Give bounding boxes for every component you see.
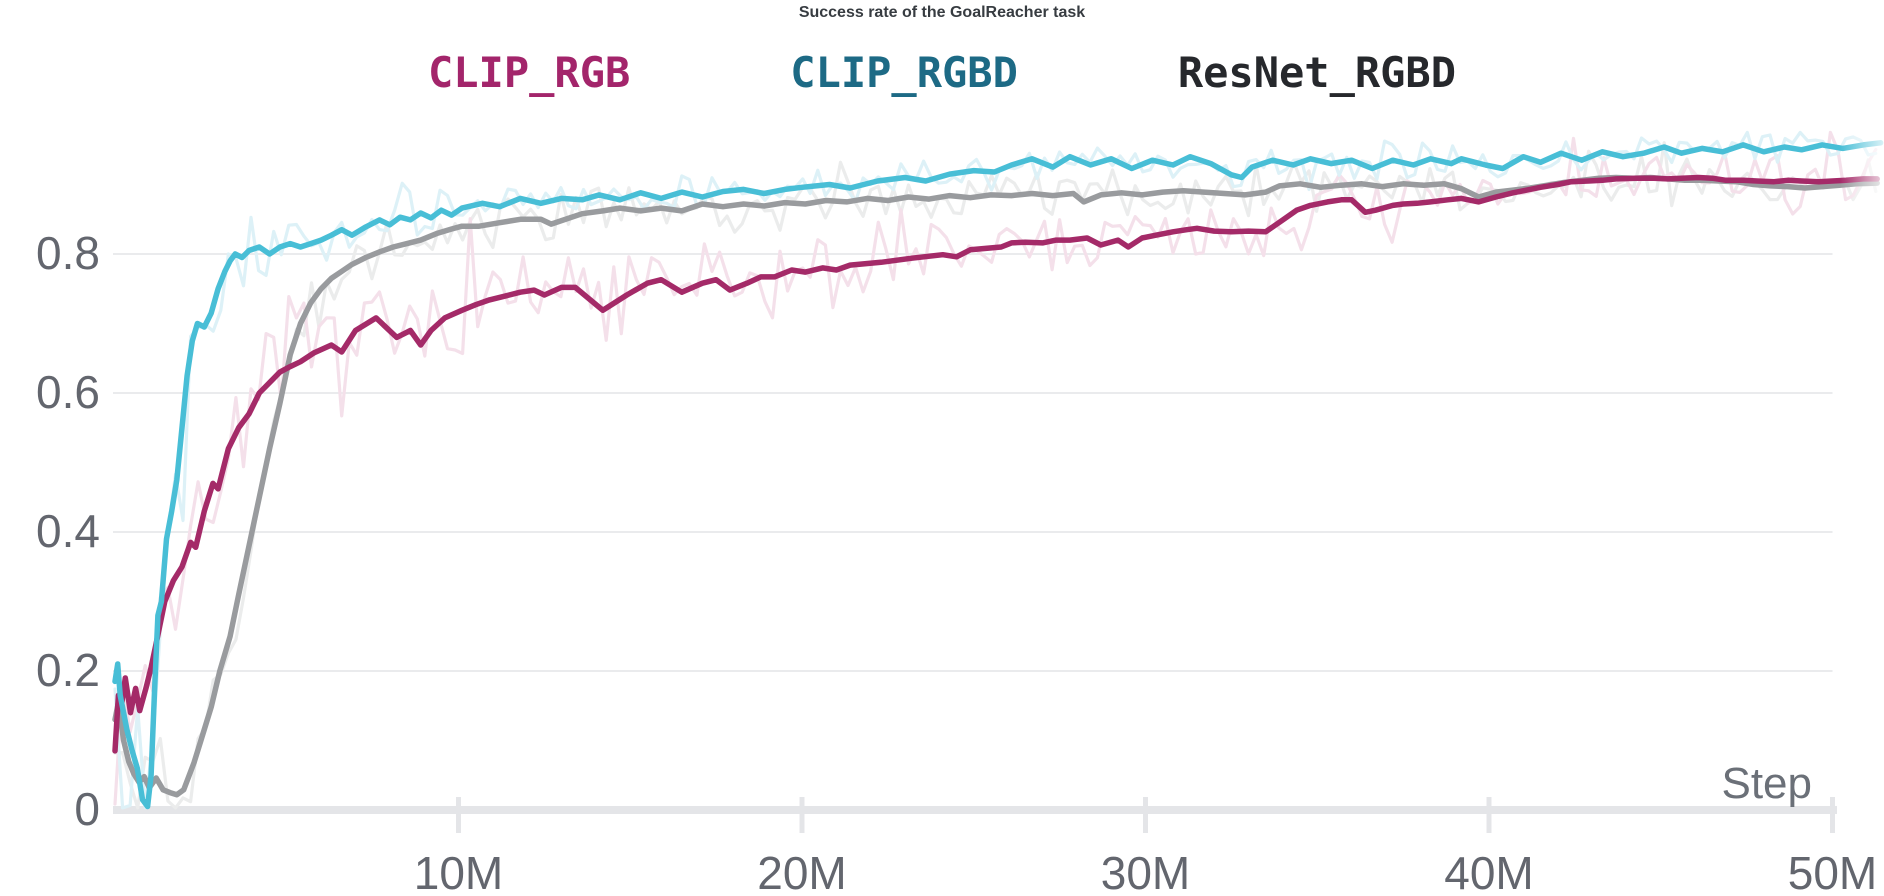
series-line-resnet_rgbd[interactable] — [112, 174, 1880, 798]
x-tick-label-20M: 20M — [757, 847, 847, 896]
y-tick-label-0.6: 0.6 — [36, 366, 100, 418]
x-axis-tick-10 — [456, 797, 461, 833]
y-tick-label-0.2: 0.2 — [36, 644, 100, 696]
x-axis-baseline — [113, 806, 1837, 814]
chart-legend: CLIP_RGB CLIP_RGBD ResNet_RGBD — [0, 52, 1884, 94]
x-axis-title: Step — [1721, 759, 1812, 808]
series-line-clip_rgb[interactable] — [112, 174, 1880, 754]
series-line-clip_rgbd[interactable] — [112, 140, 1884, 810]
raw-line-clip_rgbd — [113, 130, 1878, 810]
x-axis-tick-50 — [1830, 797, 1835, 833]
y-tick-label-0.8: 0.8 — [36, 227, 100, 279]
x-tick-label-50M: 50M — [1787, 847, 1878, 896]
x-tick-label-30M: 30M — [1100, 847, 1191, 896]
raw-line-clip_rgb — [113, 130, 1878, 806]
legend-item-clip_rgb[interactable]: CLIP_RGB — [427, 48, 631, 97]
x-axis-tick-30 — [1143, 797, 1148, 833]
chart-title: Success rate of the GoalReacher task — [798, 4, 1086, 21]
x-tick-label-10M: 10M — [413, 847, 504, 896]
y-tick-label-0: 0 — [74, 783, 100, 835]
legend-item-clip_rgbd[interactable]: CLIP_RGBD — [790, 48, 1018, 97]
y-tick-label-0.4: 0.4 — [36, 505, 100, 557]
x-axis-tick-20 — [799, 797, 805, 833]
x-axis-tick-40 — [1486, 797, 1492, 833]
edge-fade — [1840, 100, 1884, 740]
legend-item-resnet_rgbd[interactable]: ResNet_RGBD — [1177, 48, 1457, 97]
x-tick-label-40M: 40M — [1444, 847, 1534, 896]
